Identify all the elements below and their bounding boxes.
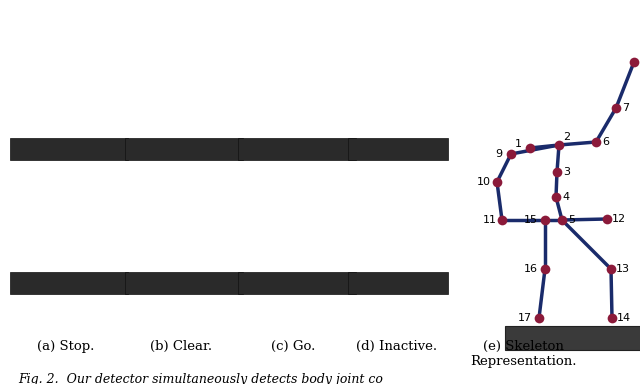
Text: 4: 4 [563, 192, 570, 202]
Text: 9: 9 [495, 149, 502, 159]
Text: 14: 14 [617, 313, 631, 323]
Text: 13: 13 [616, 264, 630, 274]
Text: (e) Skeleton: (e) Skeleton [483, 340, 563, 353]
Bar [348, 138, 448, 160]
Text: 2: 2 [563, 132, 571, 142]
Text: 10: 10 [477, 177, 491, 187]
Text: Representation.: Representation. [470, 355, 576, 368]
Bar [348, 272, 448, 294]
Text: 11: 11 [483, 215, 497, 225]
Text: 6: 6 [602, 137, 609, 147]
Text: 17: 17 [518, 313, 532, 323]
Text: 1: 1 [515, 139, 522, 149]
Text: Fig. 2.  Our detector simultaneously detects body joint co: Fig. 2. Our detector simultaneously dete… [18, 373, 383, 384]
Text: (b) Clear.: (b) Clear. [150, 340, 212, 353]
Bar [125, 138, 243, 160]
Text: (c) Go.: (c) Go. [271, 340, 315, 353]
Text: 3: 3 [563, 167, 570, 177]
Bar [238, 138, 356, 160]
Text: 7: 7 [623, 103, 630, 113]
Bar [10, 272, 128, 294]
Bar [505, 326, 640, 350]
Bar [238, 272, 356, 294]
Text: 12: 12 [612, 214, 626, 224]
Text: (a) Stop.: (a) Stop. [37, 340, 95, 353]
Bar [10, 138, 128, 160]
Text: 15: 15 [524, 215, 538, 225]
Text: (d) Inactive.: (d) Inactive. [356, 340, 438, 353]
Bar [125, 272, 243, 294]
Text: 16: 16 [524, 264, 538, 274]
Text: 5: 5 [568, 215, 575, 225]
